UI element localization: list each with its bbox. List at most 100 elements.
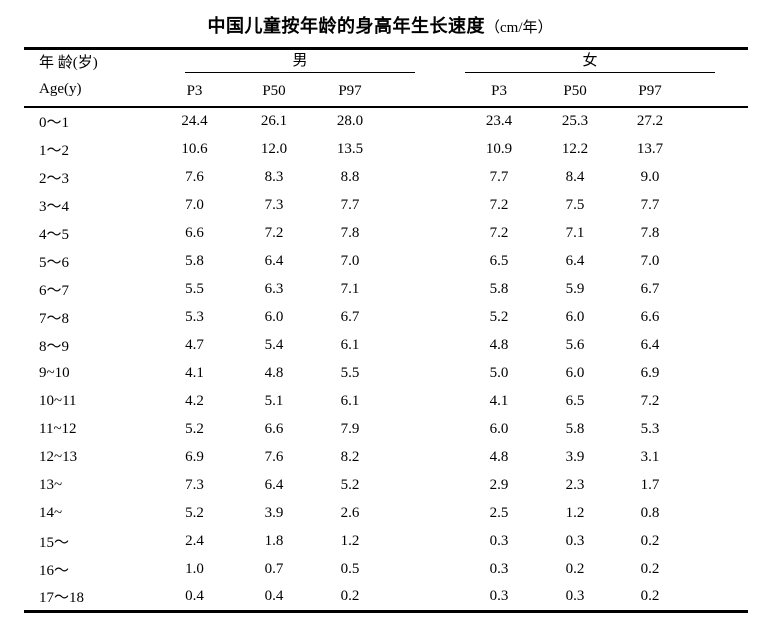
table-title-main: 中国儿童按年龄的身高年生长速度	[207, 16, 485, 36]
value-cell: 7.9	[340, 420, 360, 437]
value-cell: 7.7	[340, 196, 360, 213]
table-row: 0～1 24.4 26.1 28.0 23.4 25.3 27.2	[24, 107, 748, 135]
age-cell: 15～	[39, 534, 70, 551]
gap-cell	[386, 415, 461, 443]
value-cell: 9.0	[640, 168, 660, 185]
gap-cell	[386, 471, 461, 499]
value-cell: 6.7	[340, 308, 360, 325]
value-cell: 13.5	[336, 140, 364, 157]
value-cell: 5.2	[489, 308, 509, 325]
age-cell: 2～3	[39, 170, 70, 187]
value-cell: 8.3	[264, 168, 284, 185]
value-cell: 6.1	[340, 336, 360, 353]
table-title-unit: （cm/年）	[485, 20, 553, 36]
value-cell: 4.1	[185, 364, 204, 381]
female-group-label: 女	[465, 50, 716, 73]
value-cell: 27.2	[636, 113, 664, 129]
gap-cell	[687, 527, 748, 555]
age-cell: 1～2	[39, 142, 70, 159]
value-cell: 4.2	[185, 392, 204, 409]
value-cell: 0.4	[185, 587, 204, 604]
age-cell: 12~13	[39, 448, 78, 465]
female-p3-header: P3	[461, 76, 538, 108]
age-cell: 5～6	[39, 254, 70, 271]
value-cell: 4.8	[264, 364, 284, 381]
value-cell: 6.4	[565, 252, 585, 269]
value-cell: 2.5	[489, 504, 509, 521]
gap-cell	[386, 583, 461, 611]
age-header-cn: 年 龄(岁)	[39, 55, 98, 71]
male-p3-header: P3	[155, 76, 234, 108]
value-cell: 5.2	[340, 476, 360, 493]
gap-cell	[687, 555, 748, 583]
value-cell: 8.4	[565, 168, 585, 185]
value-cell: 2.9	[489, 476, 509, 493]
gap-cell	[687, 443, 748, 471]
value-cell: 3.1	[640, 448, 660, 465]
value-cell: 7.5	[565, 196, 585, 213]
male-group-header: 男	[155, 49, 415, 77]
value-cell: 10.6	[181, 140, 208, 157]
value-cell: 13.7	[636, 140, 664, 157]
value-cell: 28.0	[336, 113, 364, 129]
value-cell: 0.3	[565, 587, 585, 604]
value-cell: 7.6	[264, 448, 284, 465]
value-cell: 7.2	[489, 196, 509, 213]
age-cell: 9~10	[39, 364, 70, 381]
age-cell: 4～5	[39, 226, 70, 243]
value-cell: 0.2	[340, 587, 360, 604]
gap-cell	[386, 219, 461, 247]
value-cell: 7.0	[640, 252, 660, 269]
male-p97-header: P97	[314, 76, 387, 108]
value-cell: 6.0	[565, 364, 585, 381]
gap-cell	[386, 359, 461, 387]
value-cell: 1.2	[565, 504, 585, 521]
value-cell: 5.9	[565, 280, 585, 297]
value-cell: 7.7	[489, 168, 509, 185]
value-cell: 5.1	[264, 392, 284, 409]
gap-cell	[386, 247, 461, 275]
value-cell: 7.7	[640, 196, 660, 213]
value-cell: 6.4	[264, 252, 284, 269]
gap-cell	[687, 359, 748, 387]
value-cell: 6.4	[640, 336, 660, 353]
value-cell: 7.0	[185, 196, 204, 213]
value-cell: 6.7	[640, 280, 660, 297]
value-cell: 12.0	[260, 140, 288, 157]
female-p50-header: P50	[537, 76, 614, 108]
age-cell: 13~	[39, 476, 63, 493]
value-cell: 5.5	[185, 280, 204, 297]
gap-cell	[687, 331, 748, 359]
value-cell: 4.7	[185, 336, 204, 353]
gap-cell	[386, 331, 461, 359]
value-cell: 0.3	[489, 587, 509, 604]
growth-velocity-table: 年 龄(岁) 男 女 Age(y) P3 P50 P97 P3	[24, 47, 749, 613]
female-group-header: 女	[461, 49, 716, 77]
value-cell: 5.2	[185, 420, 204, 437]
table-title: 中国儿童按年龄的身高年生长速度（cm/年）	[0, 15, 760, 39]
value-cell: 2.6	[340, 504, 360, 521]
table-row: 2～3 7.6 8.3 8.8 7.7 8.4 9.0	[24, 163, 748, 191]
value-cell: 6.5	[565, 392, 585, 409]
value-cell: 7.2	[264, 224, 284, 241]
age-cell: 14~	[39, 504, 63, 521]
table-row: 7～8 5.3 6.0 6.7 5.2 6.0 6.6	[24, 303, 748, 331]
value-cell: 5.8	[489, 280, 509, 297]
table-row: 1～2 10.6 12.0 13.5 10.9 12.2 13.7	[24, 135, 748, 163]
value-cell: 4.8	[489, 336, 509, 353]
table-row: 10~11 4.2 5.1 6.1 4.1 6.5 7.2	[24, 387, 748, 415]
table-row: 9~10 4.1 4.8 5.5 5.0 6.0 6.9	[24, 359, 748, 387]
gap-cell	[687, 387, 748, 415]
table-row: 8～9 4.7 5.4 6.1 4.8 5.6 6.4	[24, 331, 748, 359]
value-cell: 7.0	[340, 252, 360, 269]
age-cell: 0～1	[39, 115, 70, 131]
value-cell: 7.1	[565, 224, 585, 241]
value-cell: 5.0	[489, 364, 509, 381]
value-cell: 0.2	[640, 587, 660, 604]
table-row: 15～ 2.4 1.8 1.2 0.3 0.3 0.2	[24, 527, 748, 555]
value-cell: 7.3	[185, 476, 204, 493]
value-cell: 4.8	[489, 448, 509, 465]
table-row: 4～5 6.6 7.2 7.8 7.2 7.1 7.8	[24, 219, 748, 247]
table-row: 6～7 5.5 6.3 7.1 5.8 5.9 6.7	[24, 275, 748, 303]
